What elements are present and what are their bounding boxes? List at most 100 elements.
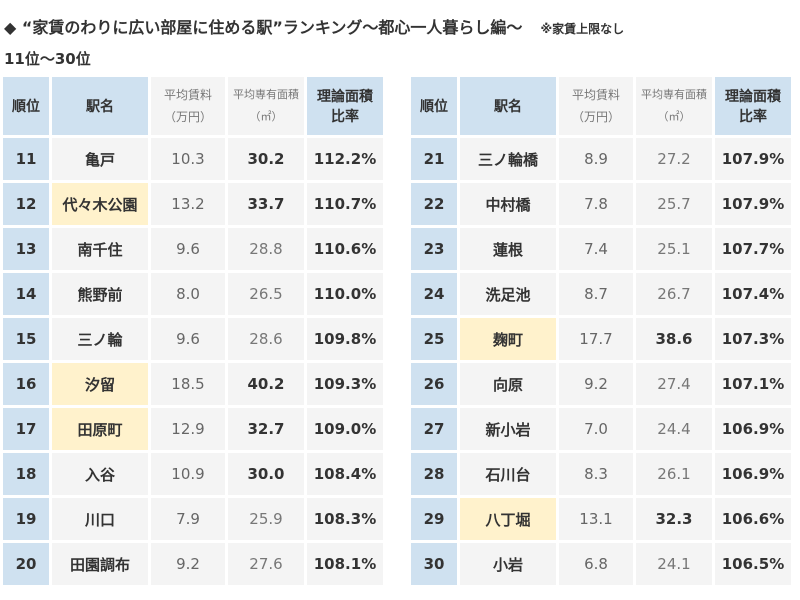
rank-cell: 18 — [3, 453, 49, 495]
avg-area-cell: 25.1 — [636, 228, 712, 270]
header-rank: 順位 — [3, 77, 49, 135]
rank-cell: 23 — [411, 228, 457, 270]
avg-rent-cell: 17.7 — [559, 318, 633, 360]
header-ratio-label: 理論面積 — [317, 89, 373, 105]
avg-rent-cell: 8.0 — [151, 273, 225, 315]
header-rent-unit: （万円） — [571, 110, 620, 124]
station-name-cell: 入谷 — [52, 453, 148, 495]
header-area-label: 平均専有面積 — [641, 88, 707, 101]
rank-cell: 13 — [3, 228, 49, 270]
rank-cell: 22 — [411, 183, 457, 225]
area-ratio-cell: 108.1% — [307, 543, 383, 585]
avg-rent-cell: 13.1 — [559, 498, 633, 540]
avg-rent-cell: 8.9 — [559, 138, 633, 180]
area-ratio-cell: 106.5% — [715, 543, 791, 585]
header-rent-unit: （万円） — [163, 110, 212, 124]
header-area: 平均専有面積 （㎡） — [228, 77, 304, 135]
rank-cell: 15 — [3, 318, 49, 360]
avg-area-cell: 27.6 — [228, 543, 304, 585]
area-ratio-cell: 108.3% — [307, 498, 383, 540]
ranking-table-left: 順位 駅名 平均賃料 （万円） 平均専有面積 （㎡） 理論面積 比率 11 亀戸 10.3… — [0, 74, 386, 588]
station-name-cell: 田原町 — [52, 408, 148, 450]
header-area: 平均専有面積 （㎡） — [636, 77, 712, 135]
avg-rent-cell: 7.4 — [559, 228, 633, 270]
table-row: 21 三ノ輪橋 8.9 27.2 107.9% — [411, 138, 791, 180]
avg-rent-cell: 8.3 — [559, 453, 633, 495]
header-ratio-label: 理論面積 — [725, 89, 781, 105]
table-header-row: 順位 駅名 平均賃料 （万円） 平均専有面積 （㎡） 理論面積 比率 — [3, 77, 383, 135]
table-row: 29 八丁堀 13.1 32.3 106.6% — [411, 498, 791, 540]
area-ratio-cell: 108.4% — [307, 453, 383, 495]
table-row: 24 洗足池 8.7 26.7 107.4% — [411, 273, 791, 315]
avg-rent-cell: 12.9 — [151, 408, 225, 450]
avg-area-cell: 32.3 — [636, 498, 712, 540]
avg-area-cell: 40.2 — [228, 363, 304, 405]
header-rent-label: 平均賃料 — [163, 88, 212, 102]
header-rent: 平均賃料 （万円） — [151, 77, 225, 135]
page-title: ◆ “家賃のわりに広い部屋に住める駅”ランキング〜都心一人暮らし編〜 ※家賃上限な… — [4, 14, 796, 40]
table-row: 23 蓮根 7.4 25.1 107.7% — [411, 228, 791, 270]
area-ratio-cell: 107.4% — [715, 273, 791, 315]
table-row: 18 入谷 10.9 30.0 108.4% — [3, 453, 383, 495]
area-ratio-cell: 110.6% — [307, 228, 383, 270]
page-subtitle: 11位〜30位 — [4, 50, 91, 68]
table-row: 17 田原町 12.9 32.7 109.0% — [3, 408, 383, 450]
avg-area-cell: 33.7 — [228, 183, 304, 225]
avg-rent-cell: 13.2 — [151, 183, 225, 225]
rank-cell: 26 — [411, 363, 457, 405]
rank-cell: 19 — [3, 498, 49, 540]
rank-cell: 20 — [3, 543, 49, 585]
rank-cell: 21 — [411, 138, 457, 180]
avg-area-cell: 32.7 — [228, 408, 304, 450]
rank-cell: 17 — [3, 408, 49, 450]
area-ratio-cell: 109.0% — [307, 408, 383, 450]
station-name-cell: 石川台 — [460, 453, 556, 495]
header-rent-label: 平均賃料 — [571, 88, 620, 102]
avg-rent-cell: 7.8 — [559, 183, 633, 225]
avg-area-cell: 38.6 — [636, 318, 712, 360]
table-row: 27 新小岩 7.0 24.4 106.9% — [411, 408, 791, 450]
ranking-table-right: 順位 駅名 平均賃料 （万円） 平均専有面積 （㎡） 理論面積 比率 21 三ノ輪橋 8.… — [408, 74, 794, 588]
area-ratio-cell: 107.9% — [715, 138, 791, 180]
area-ratio-cell: 107.1% — [715, 363, 791, 405]
avg-rent-cell: 9.2 — [559, 363, 633, 405]
header-rent: 平均賃料 （万円） — [559, 77, 633, 135]
area-ratio-cell: 110.7% — [307, 183, 383, 225]
avg-area-cell: 27.2 — [636, 138, 712, 180]
table-row: 30 小岩 6.8 24.1 106.5% — [411, 543, 791, 585]
avg-area-cell: 24.1 — [636, 543, 712, 585]
rank-cell: 30 — [411, 543, 457, 585]
header-rank: 順位 — [411, 77, 457, 135]
area-ratio-cell: 107.3% — [715, 318, 791, 360]
table-row: 12 代々木公園 13.2 33.7 110.7% — [3, 183, 383, 225]
header-ratio: 理論面積 比率 — [307, 77, 383, 135]
rank-cell: 25 — [411, 318, 457, 360]
rank-cell: 27 — [411, 408, 457, 450]
station-name-cell: 蓮根 — [460, 228, 556, 270]
table-body-right: 21 三ノ輪橋 8.9 27.2 107.9% 22 中村橋 7.8 25.7 107.9% 23 蓮… — [411, 138, 791, 585]
table-row: 11 亀戸 10.3 30.2 112.2% — [3, 138, 383, 180]
avg-area-cell: 30.0 — [228, 453, 304, 495]
station-name-cell: 亀戸 — [52, 138, 148, 180]
station-name-cell: 小岩 — [460, 543, 556, 585]
area-ratio-cell: 107.9% — [715, 183, 791, 225]
header-ratio: 理論面積 比率 — [715, 77, 791, 135]
avg-area-cell: 30.2 — [228, 138, 304, 180]
station-name-cell: 汐留 — [52, 363, 148, 405]
station-name-cell: 向原 — [460, 363, 556, 405]
station-name-cell: 八丁堀 — [460, 498, 556, 540]
avg-rent-cell: 8.7 — [559, 273, 633, 315]
rank-cell: 16 — [3, 363, 49, 405]
table-row: 15 三ノ輪 9.6 28.6 109.8% — [3, 318, 383, 360]
avg-rent-cell: 7.9 — [151, 498, 225, 540]
station-name-cell: 代々木公園 — [52, 183, 148, 225]
area-ratio-cell: 106.9% — [715, 408, 791, 450]
header-ratio-sub: 比率 — [331, 109, 359, 125]
avg-rent-cell: 10.9 — [151, 453, 225, 495]
area-ratio-cell: 110.0% — [307, 273, 383, 315]
title-text: ◆ “家賃のわりに広い部屋に住める駅”ランキング〜都心一人暮らし編〜 — [4, 18, 523, 37]
avg-rent-cell: 7.0 — [559, 408, 633, 450]
rank-cell: 29 — [411, 498, 457, 540]
avg-area-cell: 28.8 — [228, 228, 304, 270]
table-row: 13 南千住 9.6 28.8 110.6% — [3, 228, 383, 270]
